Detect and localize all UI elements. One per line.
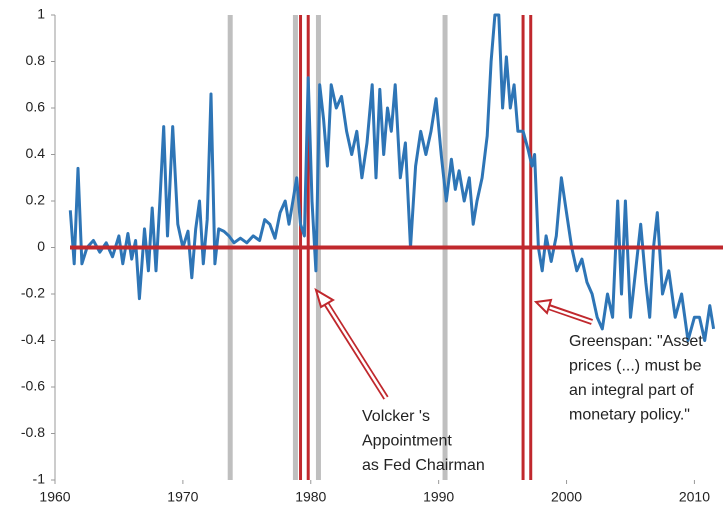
- y-tick-label: 0.4: [26, 145, 46, 161]
- annotation-text: as Fed Chairman: [362, 457, 485, 474]
- annotation-text: Appointment: [362, 433, 452, 450]
- arrowhead: [533, 298, 553, 315]
- annotation-text: Volcker 's: [362, 408, 430, 425]
- y-tick-label: -0.8: [21, 424, 45, 440]
- annotation-text: prices (...) must be: [569, 358, 702, 375]
- y-tick-label: -0.6: [21, 378, 45, 394]
- y-tick-label: 1: [37, 6, 45, 22]
- y-tick-label: -0.4: [21, 331, 45, 347]
- y-tick-label: 0.6: [26, 99, 46, 115]
- y-tick-label: -0.2: [21, 285, 45, 301]
- x-tick-label: 2010: [679, 489, 710, 505]
- arrow: [324, 302, 388, 399]
- plot: -1 -0.8 -0.6 -0.4 -0.2 0 0.2 0.4 0.6 0.8 1 1960 1970…: [21, 6, 723, 505]
- y-tick-label: -1: [33, 471, 46, 487]
- annotation-text: Greenspan: "Asset: [569, 333, 703, 350]
- y-tick-label: 0: [37, 238, 45, 254]
- arrow: [547, 305, 593, 324]
- y-tick-label: 0.2: [26, 192, 46, 208]
- x-tick-label: 2000: [551, 489, 582, 505]
- annotation-text: an integral part of: [569, 382, 694, 399]
- x-tick-label: 1980: [295, 489, 326, 505]
- x-tick-label: 1960: [39, 489, 70, 505]
- arrowhead: [314, 287, 335, 309]
- x-tick-label: 1970: [167, 489, 198, 505]
- arrows: [314, 287, 593, 400]
- y-tick-label: 0.8: [26, 52, 46, 68]
- x-tick-label: 1990: [423, 489, 454, 505]
- annotation-text: monetary policy.": [569, 407, 690, 424]
- data-line: [68, 13, 716, 342]
